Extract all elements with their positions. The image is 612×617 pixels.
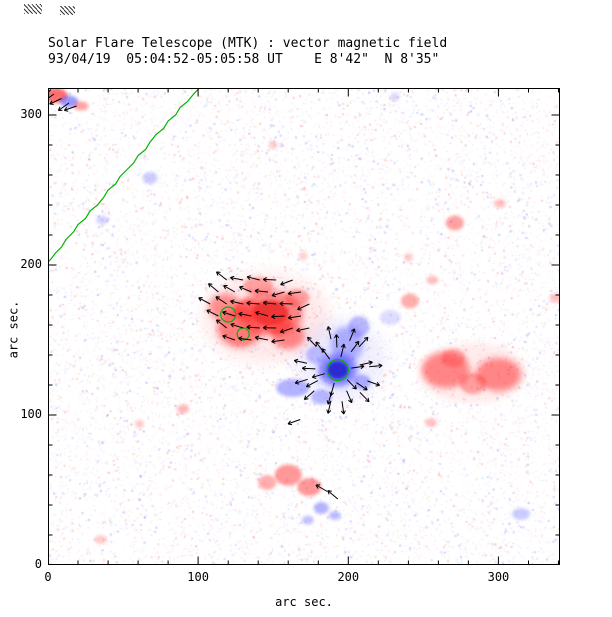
plot-area bbox=[48, 88, 560, 565]
plot-canvas bbox=[48, 88, 560, 565]
x-tick-label-0: 0 bbox=[44, 570, 52, 584]
y-tick-label-300: 300 bbox=[20, 107, 42, 121]
x-tick-label-200: 200 bbox=[337, 570, 360, 584]
corner-artifact bbox=[24, 4, 42, 14]
figure-subtitle: 93/04/19 05:04:52-05:05:58 UT E 8'42" N … bbox=[48, 52, 440, 67]
y-tick-label-0: 0 bbox=[34, 557, 42, 571]
figure-title: Solar Flare Telescope (MTK) : vector mag… bbox=[48, 36, 448, 51]
x-axis-title: arc sec. bbox=[275, 595, 333, 609]
x-tick-label-100: 100 bbox=[187, 570, 209, 584]
y-axis-title: arc sec. bbox=[6, 300, 21, 359]
y-tick-label-100: 100 bbox=[20, 407, 42, 421]
y-tick-label-200: 200 bbox=[20, 257, 42, 271]
x-tick-label-300: 300 bbox=[487, 570, 510, 584]
corner-artifact bbox=[60, 6, 75, 15]
